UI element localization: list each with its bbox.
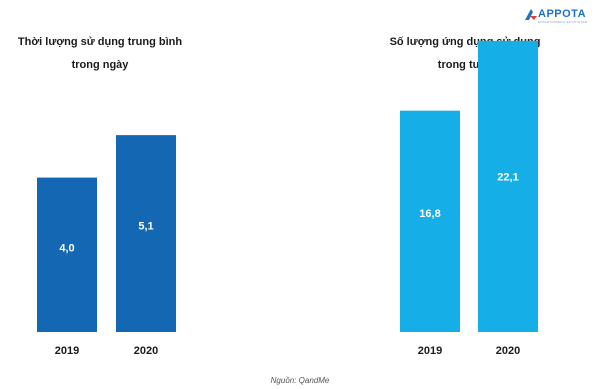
data-label-2019: 16,8 [419, 208, 440, 220]
chart-weekly-apps: 16,8 2019 22,1 2020 [400, 40, 538, 357]
chart-1-title-line-2: trong ngày [71, 59, 129, 71]
x-tick-label-2019: 2019 [418, 345, 442, 357]
logo-text: APPOTA [538, 8, 587, 20]
data-label-2020: 5,1 [138, 221, 153, 233]
logo-mark-icon [525, 9, 537, 20]
chart-1-title: Thời lượng sử dụng trung bình trong ngày [5, 31, 195, 77]
data-label-2020: 22,1 [497, 172, 518, 184]
bar-2019 [400, 110, 460, 333]
chart-1-title-line-1: Thời lượng sử dụng trung bình [17, 36, 183, 48]
logo-tagline: ENTERTAINMENT ECOSYSTEM [538, 20, 588, 24]
x-tick-label-2020: 2020 [134, 345, 158, 357]
bar-2019 [37, 177, 97, 332]
data-label-2019: 4,0 [59, 243, 74, 255]
bar-2020 [116, 135, 176, 332]
bar-2020 [478, 40, 538, 332]
source-note: Nguồn: QandMe [270, 376, 330, 385]
x-tick-label-2020: 2020 [496, 345, 520, 357]
chart-daily-usage: 4,0 2019 5,1 2020 [37, 135, 176, 357]
x-tick-label-2019: 2019 [55, 345, 79, 357]
appota-logo: APPOTA ENTERTAINMENT ECOSYSTEM [524, 7, 598, 29]
